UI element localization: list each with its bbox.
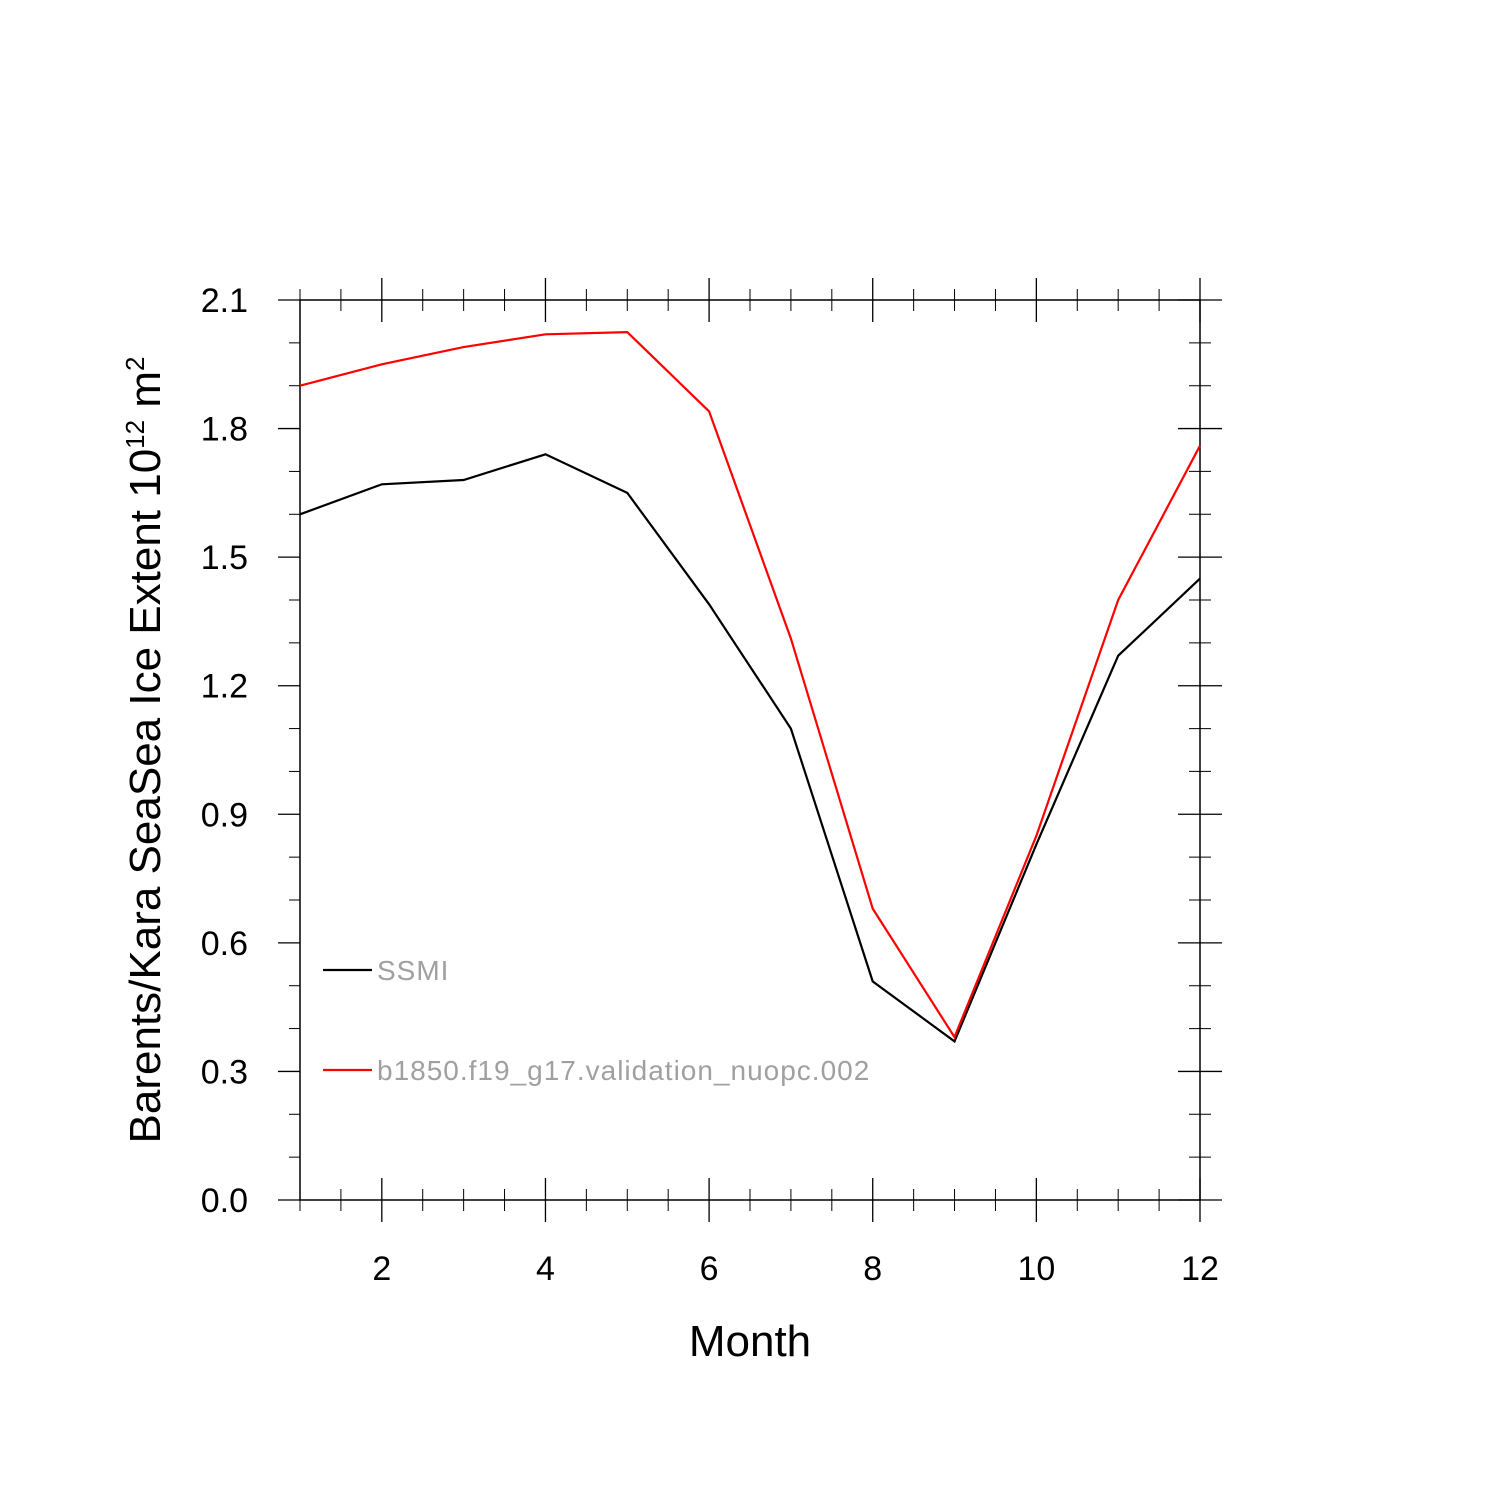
x-tick-label: 8: [863, 1250, 882, 1288]
y-tick-label: 0.9: [201, 796, 248, 834]
y-tick-label: 0.6: [201, 925, 248, 963]
series-line-ssmi: [299, 453, 1201, 1044]
x-tick-label: 10: [1017, 1250, 1055, 1288]
tick-labels: 2 4 6 8 10 12 0.0 0.3 0.6 0.9 1.2 1.5 1.8 2.1: [201, 282, 1219, 1288]
axis-ticks: [278, 278, 1222, 1222]
x-tick-label: 12: [1181, 1250, 1219, 1288]
series-lines: [299, 330, 1201, 1044]
x-tick-label: 4: [536, 1250, 555, 1288]
y-tick-label: 1.8: [201, 411, 248, 449]
y-axis-title-main: Barents/Kara SeaSea Ice Extent 10: [121, 449, 170, 1144]
y-axis-title-unit: m: [121, 371, 170, 420]
y-tick-label: 0.0: [201, 1182, 248, 1220]
y-tick-label: 2.1: [201, 282, 248, 320]
y-axis-title-exponent-1: 12: [120, 420, 150, 449]
x-tick-label: 6: [700, 1250, 719, 1288]
legend-label: b1850.f19_g17.validation_nuopc.002: [377, 1055, 870, 1086]
y-axis-title: Barents/Kara SeaSea Ice Extent 1012 m2: [120, 357, 170, 1144]
legend: SSMI b1850.f19_g17.validation_nuopc.002: [323, 955, 870, 1086]
x-tick-label: 2: [372, 1250, 391, 1288]
x-axis-title: Month: [689, 1317, 811, 1366]
series-line-model: [299, 330, 1201, 1040]
legend-label: SSMI: [377, 955, 449, 986]
y-tick-label: 1.5: [201, 539, 248, 577]
y-tick-label: 0.3: [201, 1053, 248, 1091]
y-axis-title-exponent-2: 2: [120, 357, 150, 371]
y-tick-label: 1.2: [201, 668, 248, 706]
